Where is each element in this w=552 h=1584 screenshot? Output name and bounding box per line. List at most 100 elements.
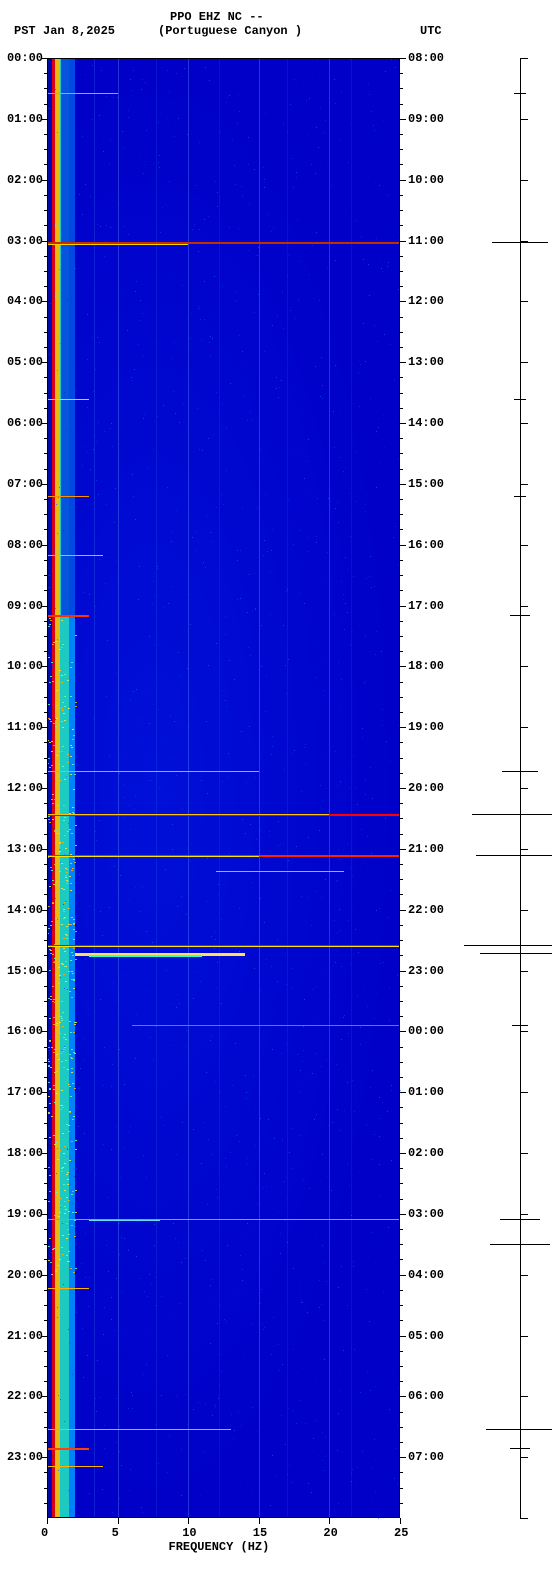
right-minor-tick xyxy=(400,195,403,196)
bright-speck xyxy=(71,662,73,663)
noise-speck xyxy=(170,1478,171,1479)
noise-speck xyxy=(157,566,158,567)
right-major-tick xyxy=(400,666,406,667)
noise-speck xyxy=(294,316,295,317)
noise-speck xyxy=(150,780,151,781)
noise-speck xyxy=(298,1011,299,1012)
left-minor-tick xyxy=(44,408,47,409)
right-minor-tick xyxy=(400,621,403,622)
noise-speck xyxy=(234,679,235,680)
noise-speck xyxy=(337,785,338,786)
noise-speck xyxy=(376,238,377,239)
noise-speck xyxy=(335,260,336,261)
noise-speck xyxy=(247,1158,248,1159)
noise-speck xyxy=(282,1364,283,1365)
noise-speck xyxy=(65,75,66,76)
noise-speck xyxy=(95,606,96,607)
noise-speck xyxy=(169,91,170,92)
bright-speck xyxy=(61,1090,63,1091)
bright-speck xyxy=(65,961,67,962)
noise-speck xyxy=(262,520,263,521)
bright-speck xyxy=(62,842,64,843)
noise-speck xyxy=(320,806,321,807)
bright-speck xyxy=(62,702,64,703)
noise-speck xyxy=(389,987,390,988)
noise-speck xyxy=(264,1173,265,1174)
right-minor-tick xyxy=(400,1199,403,1200)
noise-speck xyxy=(210,451,211,452)
noise-speck xyxy=(64,426,65,427)
noise-speck xyxy=(303,1180,304,1181)
noise-speck xyxy=(92,337,93,338)
bright-speck xyxy=(49,1041,51,1042)
noise-speck xyxy=(197,562,198,563)
seismic-event xyxy=(47,399,89,400)
bright-speck xyxy=(58,1206,60,1207)
noise-speck xyxy=(133,496,134,497)
noise-speck xyxy=(220,501,221,502)
noise-speck xyxy=(391,59,392,60)
noise-speck xyxy=(265,113,266,114)
bright-speck xyxy=(74,1236,76,1237)
noise-speck xyxy=(177,994,178,995)
x-tick xyxy=(329,1518,330,1524)
noise-speck xyxy=(255,608,256,609)
noise-speck xyxy=(63,530,64,531)
noise-speck xyxy=(158,645,159,646)
noise-speck xyxy=(272,1049,273,1050)
right-hour-label: 05:00 xyxy=(408,1329,444,1343)
noise-speck xyxy=(281,1415,282,1416)
noise-speck xyxy=(294,79,295,80)
noise-speck xyxy=(146,130,147,131)
noise-speck xyxy=(63,604,64,605)
left-minor-tick xyxy=(44,986,47,987)
noise-speck xyxy=(60,1207,61,1208)
noise-speck xyxy=(116,1278,117,1279)
noise-speck xyxy=(347,843,348,844)
noise-speck xyxy=(266,1186,267,1187)
noise-speck xyxy=(374,741,375,742)
bright-speck xyxy=(49,1040,51,1041)
noise-speck xyxy=(149,723,150,724)
bright-speck xyxy=(72,739,74,740)
noise-speck xyxy=(140,320,141,321)
noise-speck xyxy=(217,592,218,593)
bright-speck xyxy=(72,807,74,808)
bright-speck xyxy=(49,1089,51,1090)
noise-speck xyxy=(292,352,293,353)
noise-speck xyxy=(85,1233,86,1234)
noise-speck xyxy=(170,715,171,716)
noise-speck xyxy=(188,1068,189,1069)
noise-speck xyxy=(52,1451,53,1452)
bright-speck xyxy=(61,708,63,709)
noise-speck xyxy=(226,102,227,103)
bright-speck xyxy=(70,890,72,891)
noise-speck xyxy=(101,70,102,71)
noise-speck xyxy=(96,441,97,442)
noise-speck xyxy=(315,173,316,174)
noise-speck xyxy=(170,1316,171,1317)
x-gridline xyxy=(329,58,330,1518)
noise-speck xyxy=(288,254,289,255)
noise-speck xyxy=(197,1086,198,1087)
noise-speck xyxy=(212,337,213,338)
side-hour-tick xyxy=(520,1457,528,1458)
noise-speck xyxy=(221,1003,222,1004)
right-minor-tick xyxy=(400,1290,403,1291)
noise-speck xyxy=(262,457,263,458)
noise-speck xyxy=(70,1510,71,1511)
noise-speck xyxy=(155,1424,156,1425)
noise-speck xyxy=(124,817,125,818)
left-minor-tick xyxy=(44,1412,47,1413)
noise-speck xyxy=(327,1176,328,1177)
noise-speck xyxy=(210,336,211,337)
bright-speck xyxy=(62,1012,64,1013)
right-minor-tick xyxy=(400,1366,403,1367)
noise-speck xyxy=(276,388,277,389)
noise-speck xyxy=(322,661,323,662)
left-minor-tick xyxy=(44,286,47,287)
noise-speck xyxy=(164,607,165,608)
noise-speck xyxy=(384,334,385,335)
noise-speck xyxy=(334,614,335,615)
noise-speck xyxy=(67,299,68,300)
